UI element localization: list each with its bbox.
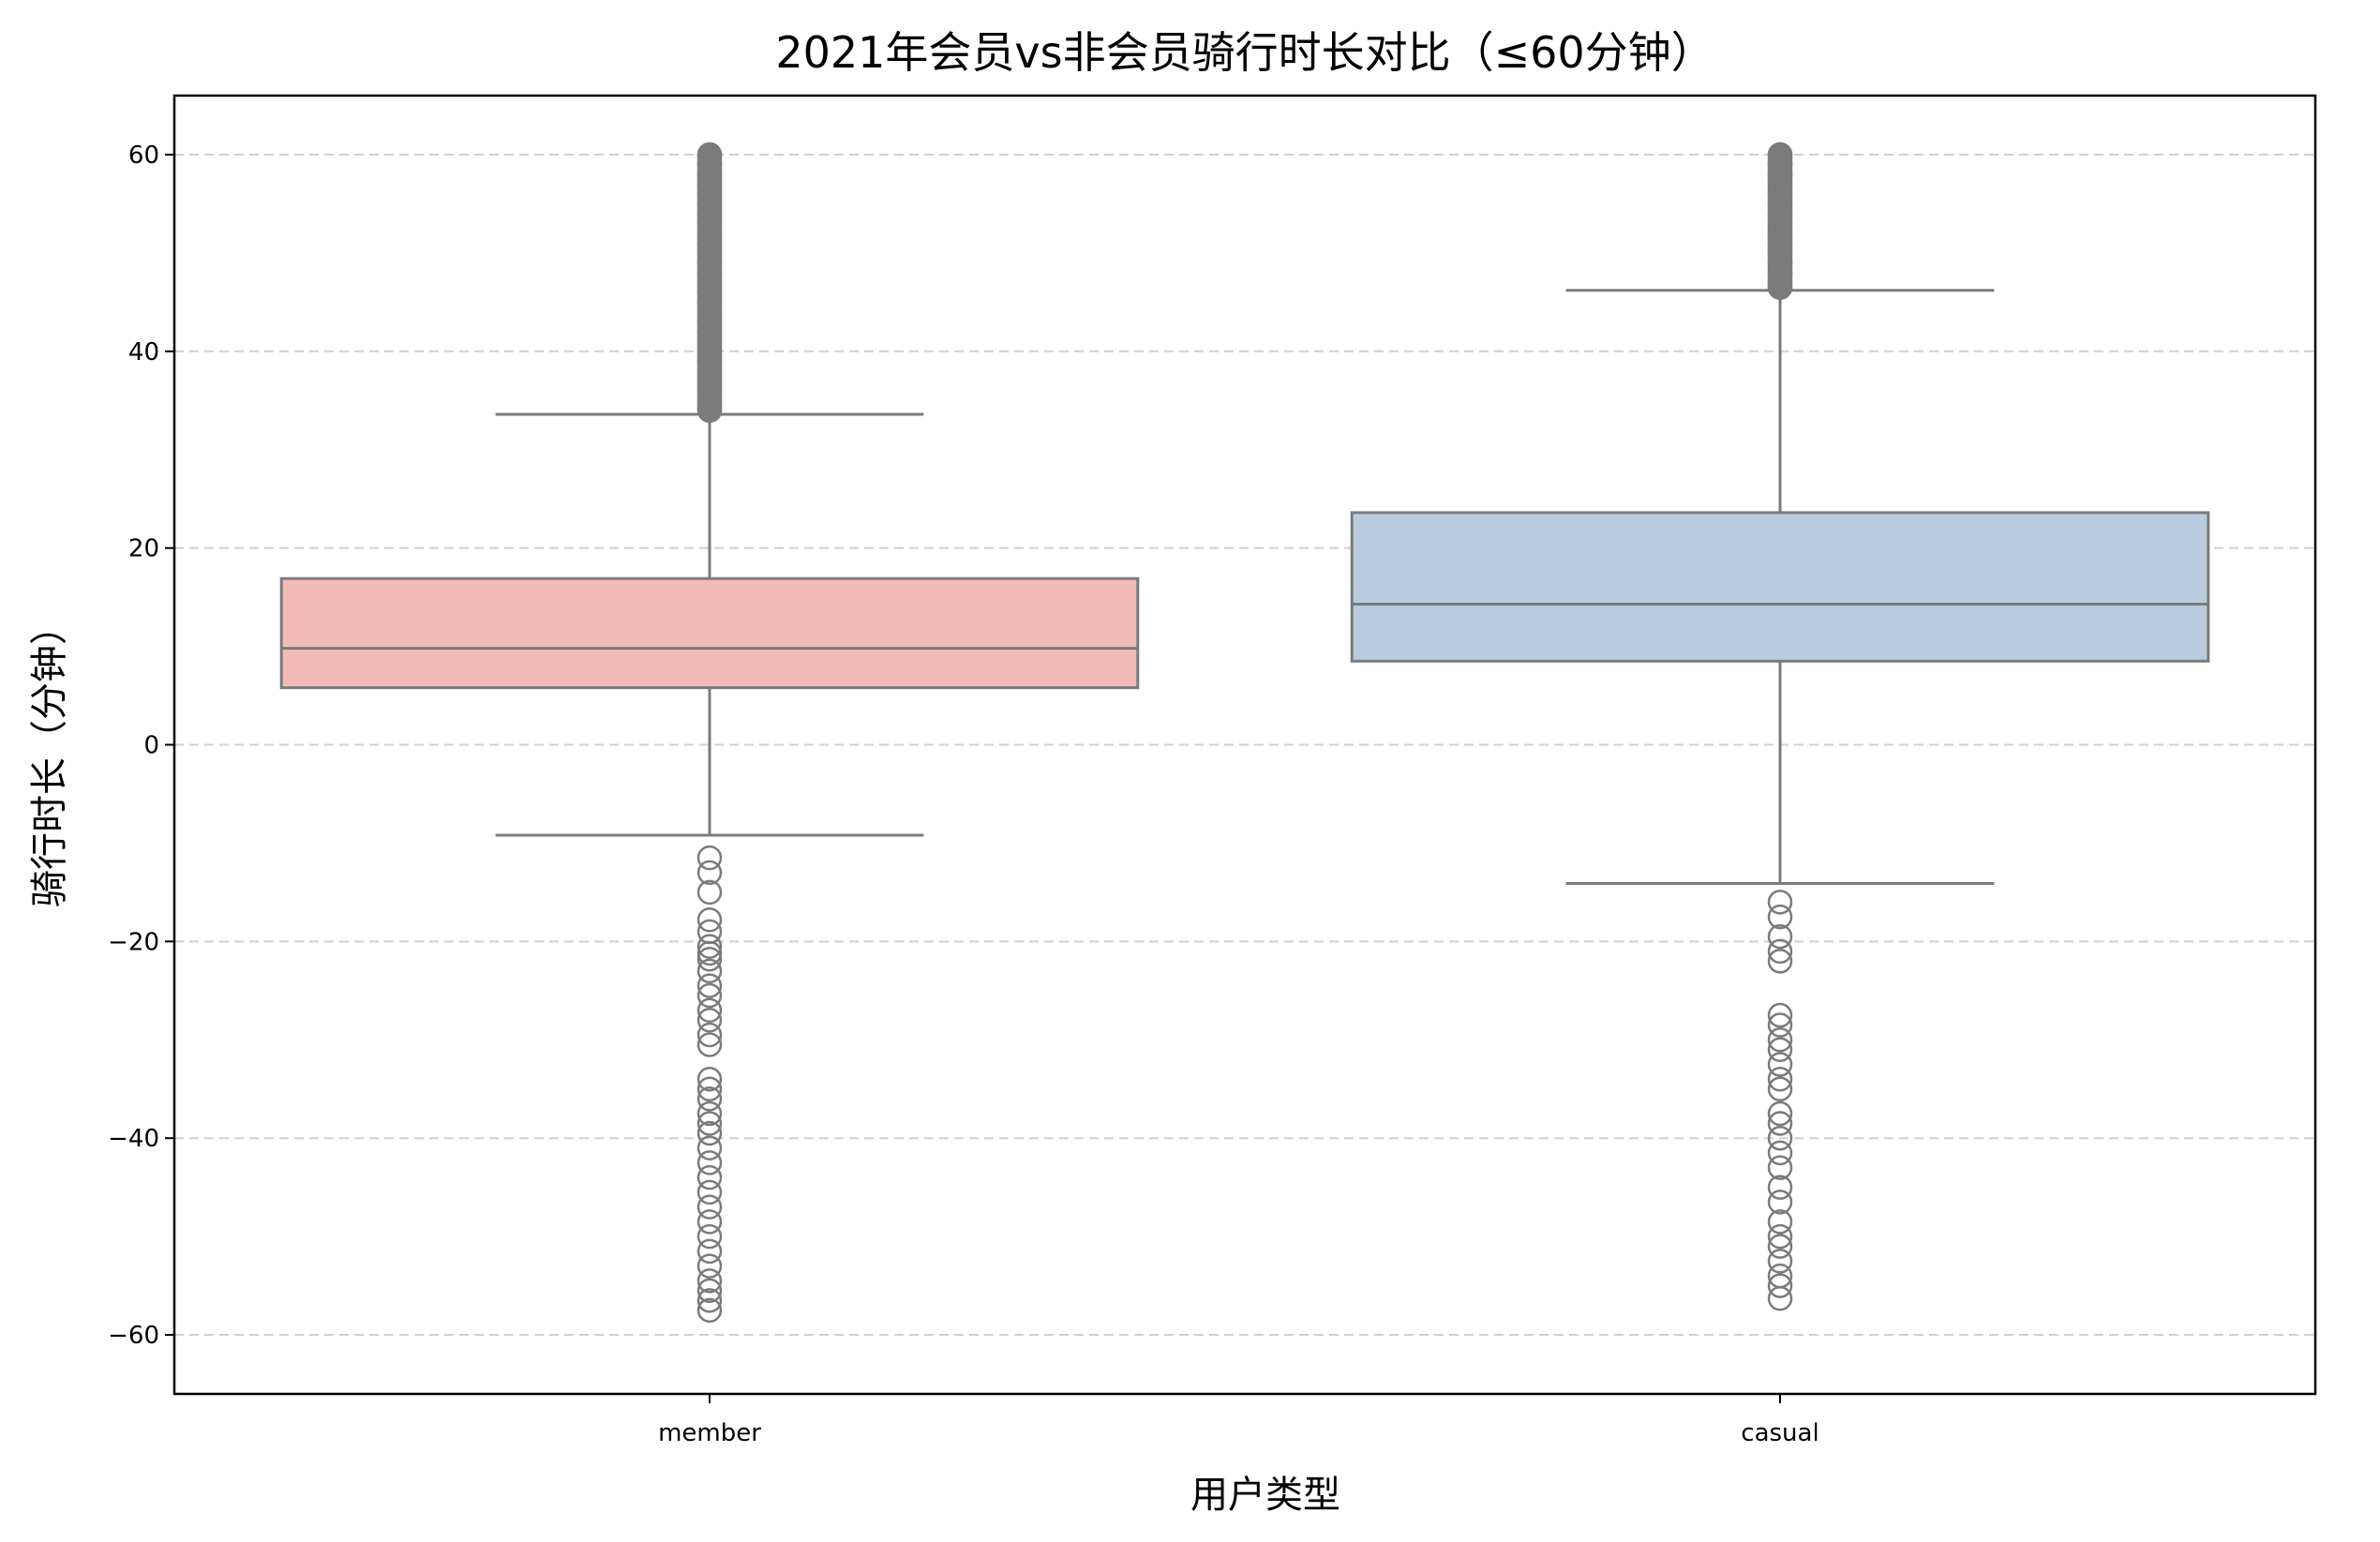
outlier-point (696, 1120, 723, 1146)
y-tick-label: 0 (143, 732, 159, 760)
outlier-point (696, 982, 723, 1009)
outlier-point (1767, 1052, 1793, 1077)
outlier-point (696, 1150, 723, 1175)
outlier-point (1767, 1066, 1793, 1092)
outlier-point (1767, 938, 1793, 965)
x-axis: member casual (658, 1394, 1819, 1447)
outlier-point (1767, 1234, 1793, 1259)
outlier-point (1767, 1100, 1793, 1127)
iqr-box (279, 576, 1140, 690)
outlier-point (696, 1022, 723, 1048)
outlier-point (1767, 1140, 1793, 1166)
outlier-point (696, 1194, 723, 1220)
x-axis-label: 用户类型 (1190, 1474, 1340, 1517)
outlier-point (1767, 1249, 1793, 1274)
outlier-point (696, 1100, 723, 1127)
outlier-point (1767, 1125, 1793, 1151)
outlier-point (696, 934, 723, 959)
outlier-point (1767, 1209, 1793, 1235)
iqr-box (1350, 511, 2210, 663)
outlier-point (696, 1209, 723, 1235)
outlier-point (1767, 1012, 1793, 1038)
outlier-point (1767, 890, 1793, 915)
outlier-point (696, 997, 723, 1024)
y-tick-label: −20 (108, 928, 159, 956)
outlier-point (1767, 1273, 1793, 1298)
outlier-point (1767, 1285, 1793, 1311)
x-tick-label: casual (1741, 1419, 1819, 1447)
outlier-point (1767, 1076, 1793, 1101)
outlier-point (1767, 1037, 1793, 1063)
y-axis-label: 骑行时长（分钟） (28, 607, 71, 907)
outlier-point (696, 860, 723, 886)
outlier-point (696, 1297, 723, 1324)
y-grid (174, 153, 2315, 1337)
chart-title: 2021年会员vs非会员骑行时长对比（≤60分钟） (775, 27, 1714, 78)
outlier-point (1767, 923, 1793, 950)
y-tick-label: −40 (108, 1125, 159, 1153)
outlier-point (696, 1288, 723, 1313)
outlier-point (1767, 1223, 1793, 1250)
box-casual (1350, 142, 2210, 1311)
y-tick-label: 60 (128, 142, 159, 170)
outlier-point (696, 142, 723, 168)
outlier-point (696, 1032, 723, 1057)
outlier-point (696, 1238, 723, 1265)
outlier-point (696, 973, 723, 998)
outlier-point (696, 1008, 723, 1033)
box-member (279, 142, 1140, 1324)
y-axis: −60 −40 −20 0 20 40 60 (108, 142, 174, 1350)
outlier-point (696, 845, 723, 871)
outlier-point (696, 879, 723, 906)
outlier-point (1767, 1155, 1793, 1180)
box-series (279, 142, 2210, 1324)
outlier-point (696, 1278, 723, 1304)
outlier-point (696, 907, 723, 933)
outlier-point (1767, 904, 1793, 930)
outlier-point (696, 1066, 723, 1092)
outlier-point (696, 940, 723, 966)
x-tick-label: member (658, 1419, 761, 1447)
outlier-point (696, 1085, 723, 1112)
outlier-point (1767, 142, 1793, 168)
outlier-point (1767, 1175, 1793, 1200)
y-tick-label: 40 (128, 338, 159, 367)
outlier-point (1767, 949, 1793, 974)
outlier-point (696, 1268, 723, 1294)
outlier-point (696, 1223, 723, 1250)
outlier-point (696, 1179, 723, 1205)
outlier-point (1767, 1190, 1793, 1215)
outlier-point (696, 1253, 723, 1279)
outlier-point (696, 1135, 723, 1160)
outlier-point (696, 946, 723, 972)
outlier-point (696, 1164, 723, 1190)
outlier-point (1767, 1111, 1793, 1136)
outlier-point (696, 1076, 723, 1101)
outlier-point (1767, 1002, 1793, 1028)
outlier-point (696, 958, 723, 984)
outlier-point (1767, 1027, 1793, 1053)
y-tick-label: −60 (108, 1322, 159, 1350)
y-tick-label: 20 (128, 535, 159, 563)
outlier-point (696, 1111, 723, 1136)
